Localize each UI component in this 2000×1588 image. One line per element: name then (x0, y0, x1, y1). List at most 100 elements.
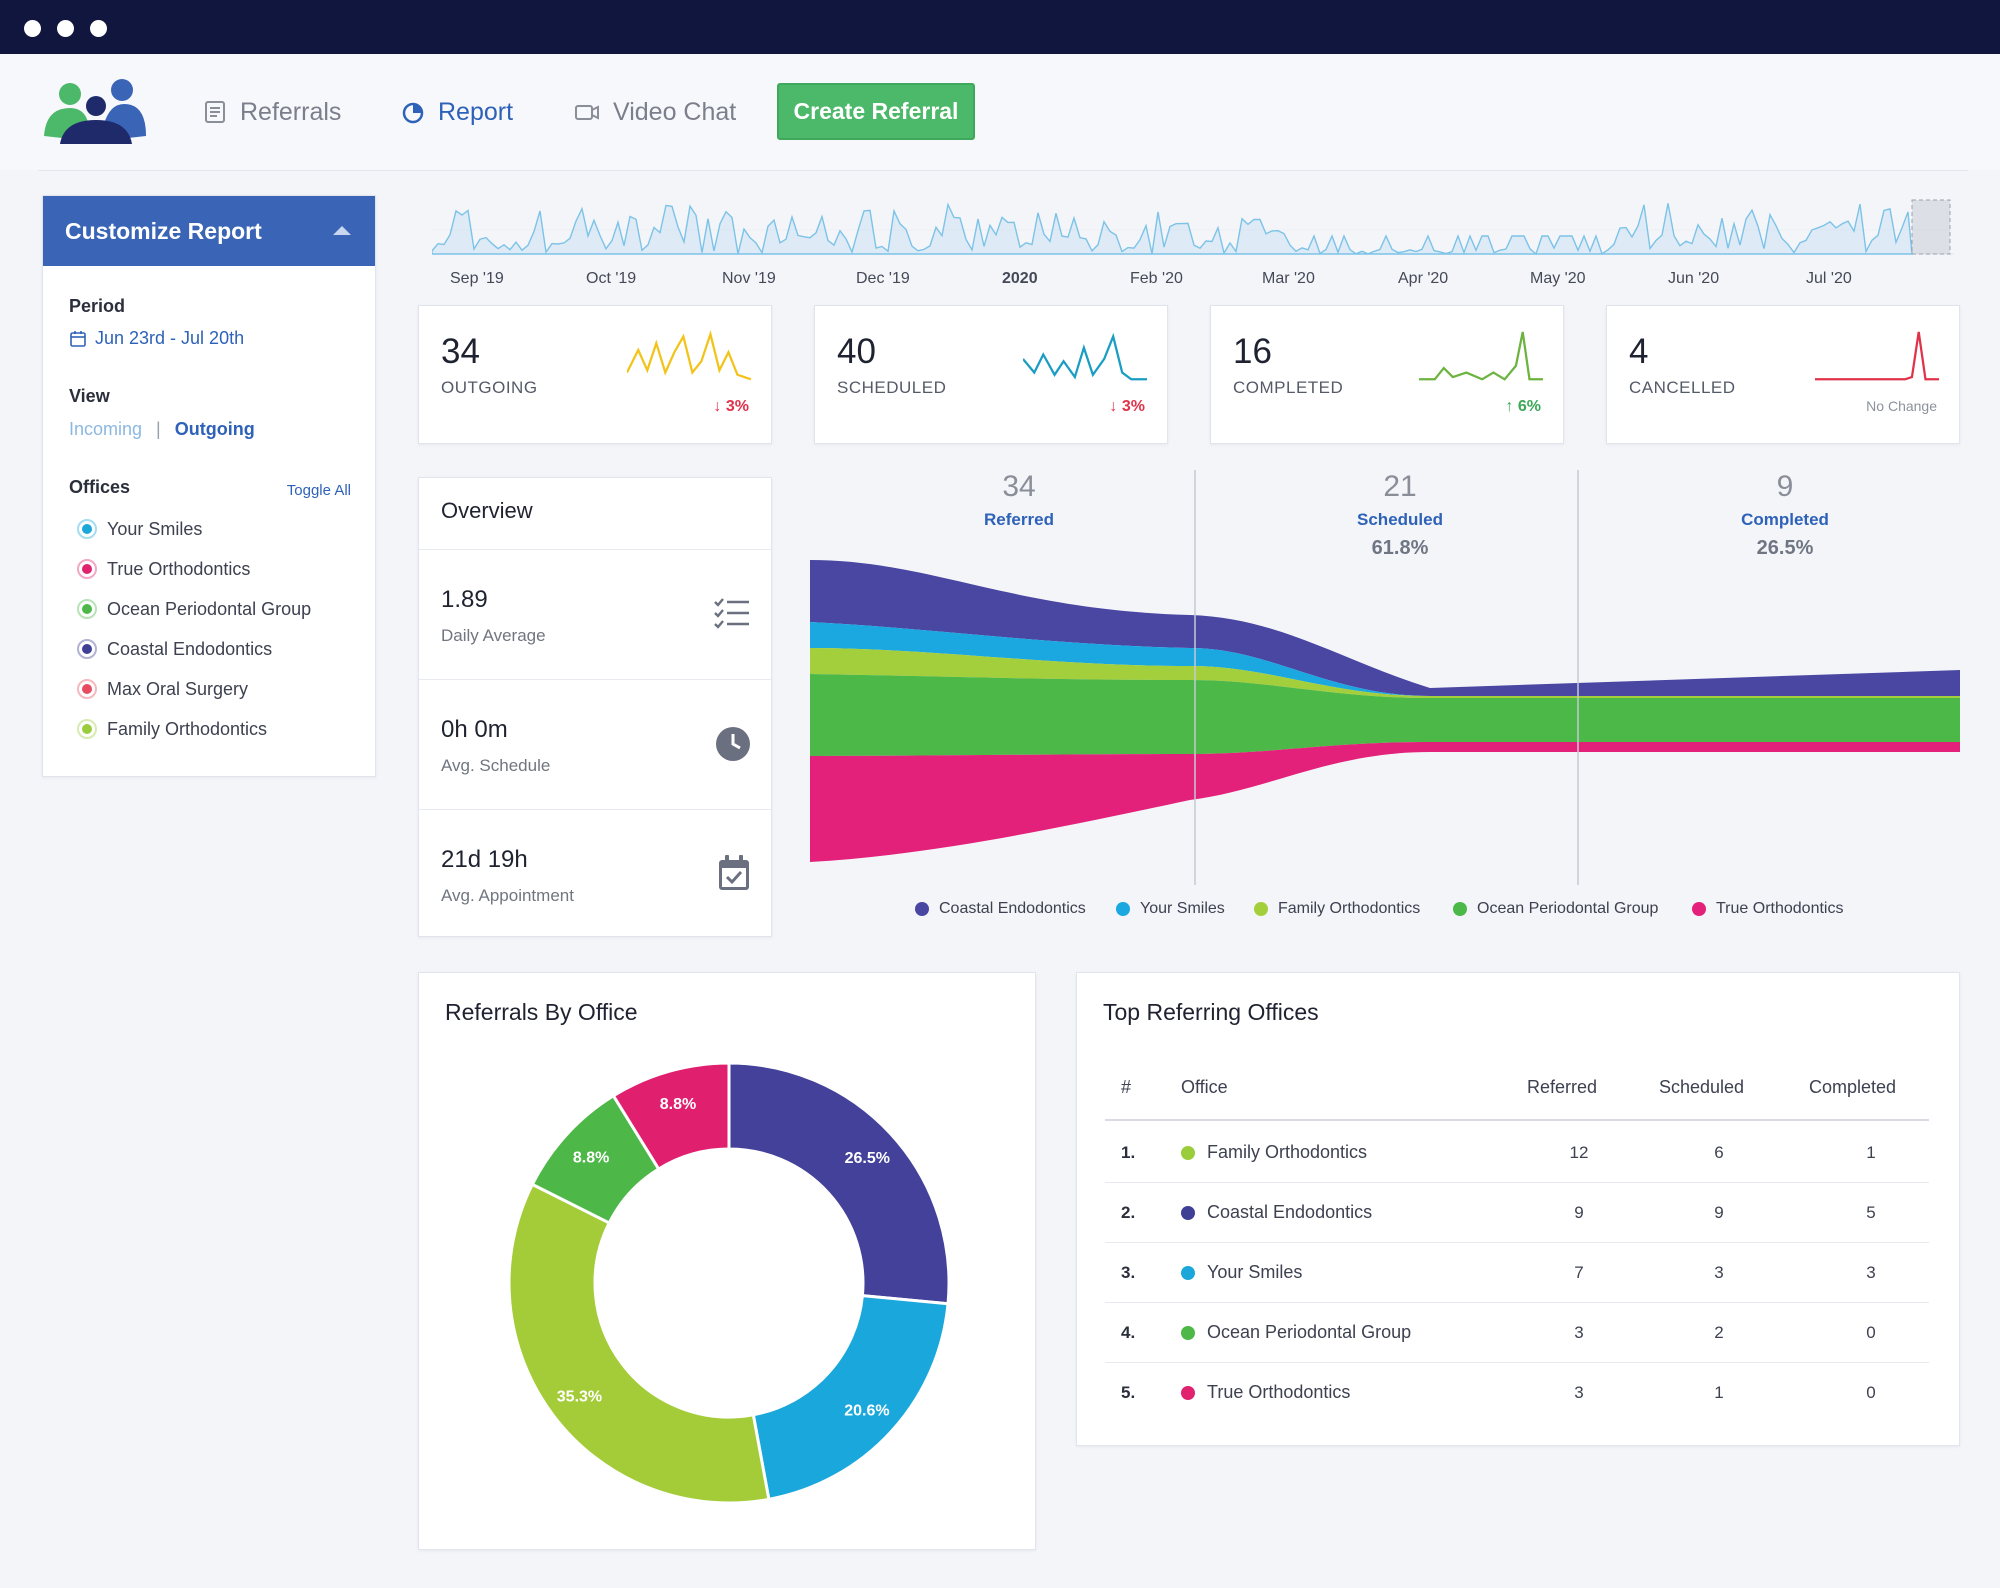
arrow-down-icon: ↓ (1109, 398, 1122, 415)
funnel-stage-count: 34 (1002, 470, 1036, 503)
nav-video-chat[interactable]: Video Chat (573, 92, 736, 132)
toggle-all-link[interactable]: Toggle All (286, 482, 351, 499)
funnel-stage-percent: 26.5% (1756, 537, 1814, 559)
office-filter-label: True Orthodontics (107, 558, 251, 579)
timeline-navigator[interactable] (432, 196, 1954, 288)
avg-schedule-value: 0h 0m (441, 716, 508, 743)
table-row[interactable]: 5. True Orthodontics 3 1 0 (1105, 1363, 1929, 1423)
row-completed: 1 (1866, 1143, 1876, 1162)
offices-label: Offices (69, 477, 131, 497)
donut-slice[interactable] (727, 1061, 951, 1306)
row-completed: 0 (1866, 1323, 1876, 1342)
stat-sparkline (1419, 331, 1543, 381)
office-filter-radio[interactable] (77, 559, 97, 579)
col-header-referred[interactable]: Referred (1527, 1077, 1598, 1097)
row-office-name: Family Orthodontics (1207, 1142, 1368, 1162)
funnel-legend-item[interactable]: Coastal Endodontics (915, 900, 1086, 918)
window-close-dot[interactable] (24, 20, 41, 37)
table-row[interactable]: 4. Ocean Periodontal Group 3 2 0 (1105, 1303, 1929, 1363)
funnel-band-true-orthodontics (810, 742, 1960, 862)
create-referral-button[interactable]: Create Referral (777, 83, 975, 140)
view-label: View (69, 386, 110, 406)
office-filter-item[interactable]: Ocean Periodontal Group (77, 596, 311, 622)
col-header-completed[interactable]: Completed (1809, 1077, 1897, 1097)
donut-slice[interactable] (611, 1061, 731, 1172)
nav-referrals-label: Referrals (240, 97, 342, 126)
row-completed: 0 (1866, 1383, 1876, 1402)
row-rank: 3. (1121, 1263, 1136, 1282)
funnel-band-your-smiles (810, 622, 1960, 696)
row-scheduled: 6 (1714, 1143, 1724, 1162)
stat-card-completed[interactable]: 16 COMPLETED ↑ 6% (1210, 305, 1564, 444)
office-filter-radio[interactable] (77, 679, 97, 699)
window-minimize-dot[interactable] (57, 20, 74, 37)
timeline-range-handle[interactable] (1911, 199, 1951, 255)
customize-report-header[interactable]: Customize Report (43, 196, 375, 266)
funnel-legend-item[interactable]: Your Smiles (1116, 900, 1225, 918)
office-filter-radio[interactable] (77, 519, 97, 539)
stat-card-cancelled[interactable]: 4 CANCELLED No Change (1606, 305, 1960, 444)
funnel-stage-count: 9 (1776, 470, 1794, 503)
stat-change-value: 3% (725, 398, 749, 415)
legend-label: Ocean Periodontal Group (1477, 900, 1659, 917)
collapse-caret-icon[interactable] (333, 226, 351, 235)
app-logo-icon[interactable] (40, 78, 150, 148)
stat-sparkline-line (1815, 331, 1939, 381)
stat-change-value: 3% (1121, 398, 1145, 415)
stat-change: ↓ 3% (1109, 398, 1145, 416)
office-filter-radio[interactable] (77, 719, 97, 739)
funnel-legend-item[interactable]: Family Orthodontics (1254, 900, 1420, 918)
row-referred: 3 (1574, 1323, 1584, 1342)
stat-card-scheduled[interactable]: 40 SCHEDULED ↓ 3% (814, 305, 1168, 444)
office-filter-item[interactable]: Your Smiles (77, 516, 202, 542)
nav-divider (38, 170, 1968, 171)
office-filter-item[interactable]: True Orthodontics (77, 556, 250, 582)
view-outgoing-option[interactable]: Outgoing (174, 419, 255, 439)
view-toggle: Incoming | Outgoing (69, 419, 255, 440)
nav-report[interactable]: Report (400, 92, 513, 132)
funnel-legend-item[interactable]: True Orthodontics (1692, 900, 1843, 918)
office-color-dot (1181, 1145, 1195, 1160)
funnel-legend-item[interactable]: Ocean Periodontal Group (1453, 900, 1658, 918)
row-referred: 7 (1574, 1263, 1584, 1282)
col-header-scheduled[interactable]: Scheduled (1659, 1077, 1745, 1097)
overview-avg-schedule: 0h 0m Avg. Schedule (419, 679, 771, 809)
clock-icon (716, 727, 750, 761)
office-filter-item[interactable]: Coastal Endodontics (77, 636, 272, 662)
view-incoming-option[interactable]: Incoming (69, 419, 143, 439)
stat-card-outgoing[interactable]: 34 OUTGOING ↓ 3% (418, 305, 772, 444)
row-office: Ocean Periodontal Group (1181, 1322, 1411, 1343)
office-filter-radio[interactable] (77, 639, 97, 659)
office-color-dot (82, 644, 92, 654)
stat-change: No Change (1866, 398, 1937, 414)
col-header-rank: # (1121, 1077, 1132, 1097)
timeline-month-label: Oct '19 (586, 270, 637, 287)
donut-slice[interactable] (507, 1182, 771, 1505)
stat-change-value: No Change (1866, 398, 1937, 414)
funnel-stage-name: Completed (1741, 510, 1829, 529)
funnel-stage-name: Referred (984, 510, 1054, 529)
funnel-stage-percent: 61.8% (1371, 537, 1429, 559)
window-maximize-dot[interactable] (90, 20, 107, 37)
table-row[interactable]: 1. Family Orthodontics 12 6 1 (1105, 1123, 1929, 1183)
donut-slice-label: 8.8% (660, 1096, 696, 1113)
office-filter-radio[interactable] (77, 599, 97, 619)
office-filter-item[interactable]: Max Oral Surgery (77, 676, 248, 702)
table-row[interactable]: 2. Coastal Endodontics 9 9 5 (1105, 1183, 1929, 1243)
pie-icon (402, 102, 424, 124)
office-color-dot (1181, 1325, 1195, 1340)
office-filter-item[interactable]: Family Orthodontics (77, 716, 267, 742)
row-office-name: Ocean Periodontal Group (1207, 1322, 1412, 1342)
office-color-dot (1181, 1385, 1195, 1400)
list-icon (205, 101, 225, 123)
row-referred: 9 (1574, 1203, 1584, 1222)
nav-referrals[interactable]: Referrals (202, 92, 341, 132)
period-selector[interactable]: Jun 23rd - Jul 20th (69, 328, 244, 349)
donut-slice-label: 20.6% (844, 1402, 889, 1419)
table-row[interactable]: 3. Your Smiles 7 3 3 (1105, 1243, 1929, 1303)
donut-slice[interactable] (751, 1293, 950, 1502)
timeline-month-label: Mar '20 (1262, 270, 1315, 287)
stat-sparkline (1023, 332, 1147, 381)
row-scheduled: 9 (1714, 1203, 1724, 1222)
overview-title: Overview (441, 498, 533, 523)
